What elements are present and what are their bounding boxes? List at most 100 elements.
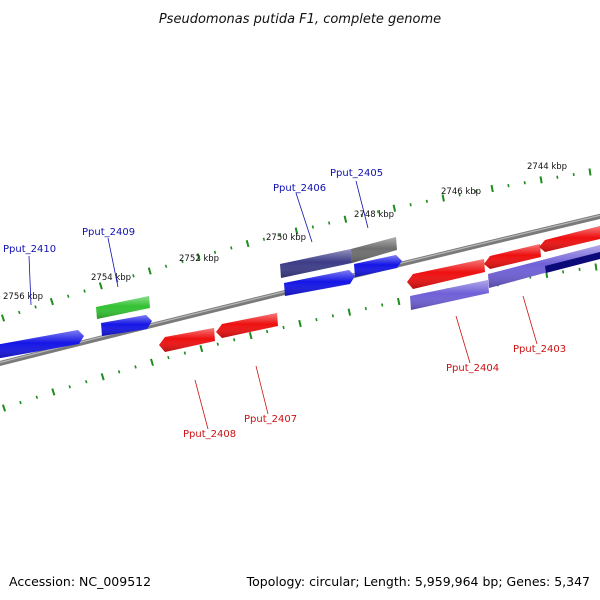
minor-tick <box>474 189 477 194</box>
gene-feature[interactable] <box>410 280 489 310</box>
minor-tick <box>183 351 187 355</box>
minor-tick <box>132 274 135 278</box>
scale-label-2746: 2746 kbp <box>441 187 481 197</box>
scale-label-2754: 2754 kbp <box>91 273 131 283</box>
minor-tick <box>262 237 266 241</box>
minor-tick <box>18 310 21 315</box>
minor-tick <box>311 225 314 229</box>
minor-tick <box>523 181 526 185</box>
gene-label-pput-2405[interactable]: Pput_2405 <box>330 168 383 179</box>
major-tick <box>594 263 598 271</box>
major-tick <box>245 239 250 248</box>
minor-tick <box>34 305 37 309</box>
major-tick <box>347 308 352 316</box>
minor-tick <box>507 183 510 188</box>
minor-tick <box>68 385 71 389</box>
major-tick <box>298 319 302 328</box>
minor-tick <box>181 259 184 264</box>
major-tick <box>1 404 7 412</box>
minor-tick <box>167 355 170 360</box>
gene-label-pput-2407[interactable]: Pput_2407 <box>244 414 297 425</box>
minor-tick <box>233 338 236 342</box>
minor-tick <box>578 267 581 272</box>
minor-tick <box>85 380 88 384</box>
major-tick <box>539 176 543 184</box>
scale-label-2744: 2744 kbp <box>527 162 567 172</box>
scale-label-2752: 2752 kbp <box>179 254 219 264</box>
minor-tick <box>331 314 334 318</box>
minor-tick <box>279 233 282 237</box>
gene-label-pput-2410[interactable]: Pput_2410 <box>3 244 56 255</box>
minor-tick <box>458 193 461 197</box>
gene-feature[interactable] <box>96 296 150 319</box>
major-tick <box>441 194 445 202</box>
major-tick <box>98 282 103 290</box>
gene-label-pput-2403[interactable]: Pput_2403 <box>513 344 566 355</box>
gene-feature[interactable] <box>216 313 278 338</box>
minor-tick <box>83 289 86 293</box>
label-leader-lines <box>28 180 538 430</box>
scale-label-2750: 2750 kbp <box>266 233 306 243</box>
minor-tick <box>409 203 412 207</box>
gene-feature[interactable] <box>488 245 600 288</box>
minor-tick <box>216 342 219 346</box>
major-tick <box>343 215 348 223</box>
gene-feature[interactable] <box>545 252 600 273</box>
minor-tick <box>364 306 367 311</box>
scale-label-2748: 2748 kbp <box>354 210 394 220</box>
major-tick <box>397 297 401 306</box>
minor-tick <box>360 213 363 218</box>
minor-tick <box>315 318 318 322</box>
major-tick <box>294 227 299 235</box>
minor-tick <box>117 370 121 374</box>
gene-features <box>0 226 600 359</box>
outer-tick-track <box>0 168 592 322</box>
gene-feature[interactable] <box>351 237 397 263</box>
gene-feature[interactable] <box>354 255 402 277</box>
minor-tick <box>328 221 331 225</box>
map-title: Pseudomonas putida F1, complete genome <box>159 12 441 27</box>
minor-tick <box>213 250 217 255</box>
major-tick <box>49 297 54 306</box>
gene-feature[interactable] <box>280 249 352 278</box>
major-tick <box>100 373 105 381</box>
minor-tick <box>556 175 559 179</box>
genome-summary-text: Topology: circular; Length: 5,959,964 bp… <box>246 574 590 589</box>
gene-label-pput-2408[interactable]: Pput_2408 <box>183 429 236 440</box>
major-tick <box>0 314 6 322</box>
gene-feature[interactable] <box>284 270 355 296</box>
major-tick <box>392 204 397 212</box>
gene-label-pput-2404[interactable]: Pput_2404 <box>446 363 499 374</box>
minor-tick <box>381 303 384 307</box>
minor-tick <box>19 400 22 405</box>
major-tick <box>147 267 152 275</box>
accession-text: Accession: NC_009512 <box>9 574 151 589</box>
major-tick <box>150 358 154 366</box>
major-tick <box>248 331 253 340</box>
minor-tick <box>376 210 380 214</box>
minor-tick <box>265 329 269 334</box>
minor-tick <box>230 246 233 250</box>
major-tick <box>51 388 56 396</box>
major-tick <box>199 344 204 353</box>
gene-feature[interactable] <box>0 330 84 359</box>
minor-tick <box>134 365 137 369</box>
minor-tick <box>282 325 285 330</box>
major-tick <box>490 184 494 193</box>
gene-feature[interactable] <box>101 315 152 336</box>
minor-tick <box>164 264 168 268</box>
gene-feature[interactable] <box>539 226 600 252</box>
major-tick <box>588 168 592 176</box>
gene-feature[interactable] <box>407 259 485 289</box>
minor-tick <box>35 395 39 399</box>
major-tick <box>196 253 201 261</box>
gene-label-pput-2409[interactable]: Pput_2409 <box>82 227 135 238</box>
minor-tick <box>67 294 70 298</box>
gene-label-pput-2406[interactable]: Pput_2406 <box>273 183 326 194</box>
gene-feature[interactable] <box>484 244 541 269</box>
minor-tick <box>425 199 428 203</box>
scale-label-2756: 2756 kbp <box>3 292 43 302</box>
gene-feature[interactable] <box>159 328 215 352</box>
